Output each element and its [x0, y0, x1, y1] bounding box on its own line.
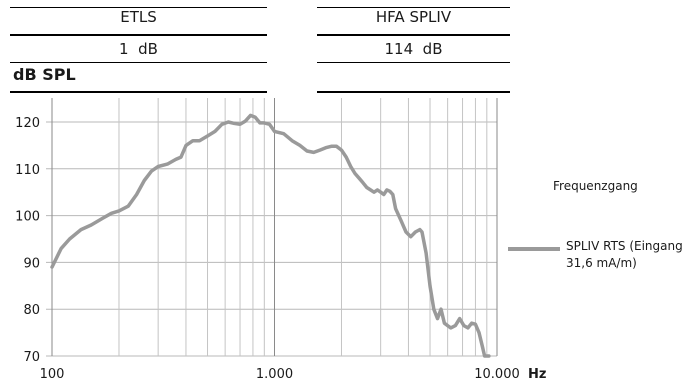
spec-header-etls: ETLS	[120, 8, 157, 26]
y-tick-label: 80	[23, 303, 40, 318]
x-tick-label: 10.000	[474, 367, 520, 380]
y-tick-label: 120	[15, 116, 40, 131]
spec-value-hfa-spliv: 114 dB	[384, 40, 443, 58]
chart-grid	[46, 98, 498, 357]
chart-series	[50, 113, 491, 358]
y-axis-unit-title: dB SPL	[13, 65, 76, 84]
spec-table-mid-rule-right	[317, 34, 510, 36]
legend-title: Frequenzgang	[553, 179, 638, 193]
unit-title-underline	[10, 91, 267, 93]
series-line	[50, 113, 491, 358]
spec-table-lower-rule-right	[317, 62, 510, 63]
y-tick-label: 110	[15, 163, 40, 178]
spec-table-bottom-rule-right	[317, 91, 510, 93]
spec-table-top-rule-left	[10, 7, 267, 8]
x-tick-label: 100	[40, 367, 65, 380]
y-tick-label: 100	[15, 210, 40, 225]
x-axis-unit-label: Hz	[528, 367, 546, 380]
chart-tick-labels: 70 80 90 100 110 120 100 1.000 10.000 Hz	[15, 116, 546, 380]
spec-table-lower-rule-left	[10, 62, 267, 63]
spec-header-hfa-spliv: HFA SPLIV	[375, 8, 452, 26]
legend-series-label-line1: SPLIV RTS (Eingang	[566, 239, 683, 253]
x-tick-label: 1.000	[256, 367, 293, 380]
spec-table-top-rule-right	[317, 7, 510, 8]
spec-table-mid-rule-left	[10, 34, 267, 36]
spec-value-etls: 1 dB	[119, 40, 158, 58]
legend-series-label-line2: 31,6 mA/m)	[566, 256, 637, 270]
y-tick-label: 90	[23, 256, 40, 271]
legend-series-label: SPLIV RTS (Eingang 31,6 mA/m)	[566, 238, 696, 272]
y-tick-label: 70	[23, 350, 40, 365]
legend-series-swatch	[508, 247, 560, 251]
